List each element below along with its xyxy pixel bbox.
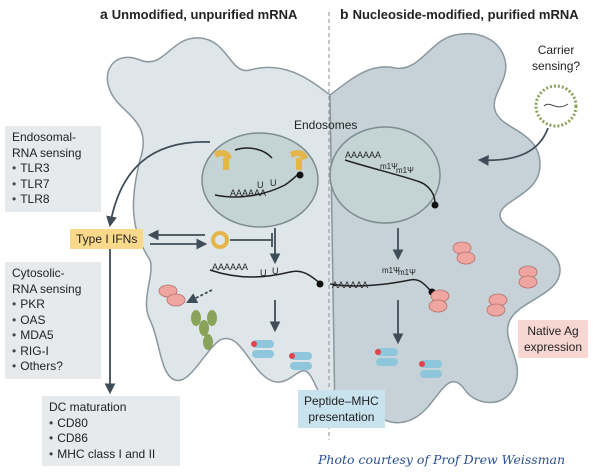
cytosolic-item-rig-i: RIG-I xyxy=(12,344,94,360)
m1psi-label-2: m1Ψ xyxy=(396,166,414,175)
native-ag-line-1: Native Ag xyxy=(527,324,579,338)
cytosolic-box-title-1: Cytosolic- xyxy=(12,266,65,280)
mhc-molecule-b1 xyxy=(375,348,398,366)
mrna-cap-a xyxy=(296,171,304,179)
endosomal-item-tlr7: TLR7 xyxy=(12,177,94,193)
panel-a-title: a Unmodified, unpurified mRNA xyxy=(100,6,297,22)
mrna-cap-cytosol-a xyxy=(316,280,324,288)
m1psi-label-3: m1Ψ xyxy=(382,266,400,275)
uridine-label-2: U xyxy=(270,178,277,188)
mhc-molecule-a2 xyxy=(289,352,312,370)
mrna-strand-cytosol-a xyxy=(209,269,321,284)
uridine-label-1: U xyxy=(257,180,264,190)
cytosolic-box-title-2: RNA sensing xyxy=(12,281,82,296)
cytosolic-sensor-receptor xyxy=(211,231,229,249)
dendritic-cell-b xyxy=(329,33,561,424)
peptide-mhc-line-2: presentation xyxy=(308,410,375,424)
panel-b-title-text: Nucleoside-modified, purified mRNA xyxy=(352,7,579,22)
type-i-ifns-label: Type I IFNs xyxy=(70,229,144,249)
carrier-sensing-line-2: sensing? xyxy=(532,59,581,73)
m1psi-label-1: m1Ψ xyxy=(380,162,398,171)
endosomal-tlr-receptor-right xyxy=(290,150,308,170)
peptide-mhc-line-1: Peptide–MHC xyxy=(304,394,379,408)
native-ag-expression-label: Native Ag expression xyxy=(518,320,589,358)
cytosolic-rna-sensing-box: Cytosolic- RNA sensing PKR OAS MDA5 RIG-… xyxy=(5,262,101,379)
dc-item-cd80: CD80 xyxy=(49,416,173,432)
m1psi-label-4: m1Ψ xyxy=(398,268,416,277)
uridine-label-4: U xyxy=(272,266,279,276)
poly-a-tail-label-cytosol-b: AAAAAA xyxy=(332,280,369,290)
endosomal-tlr-receptor-left xyxy=(214,150,232,170)
endosomal-rna-sensing-box: Endosomal- RNA sensing TLR3 TLR7 TLR8 xyxy=(5,126,101,212)
mhc-molecule-b2 xyxy=(419,360,442,378)
arrow-endosome-to-ifn xyxy=(106,141,211,228)
mrna-strand-cytosol-b xyxy=(329,278,431,291)
carrier-sensing-line-1: Carrier xyxy=(537,43,575,57)
poly-a-tail-label-b: AAAAAA xyxy=(345,150,382,160)
ribosome-b3 xyxy=(428,289,450,313)
arrow-ribosome-inhibited xyxy=(186,289,213,303)
endosomal-item-tlr3: TLR3 xyxy=(12,161,94,177)
endosomal-box-title-2: RNA sensing xyxy=(12,145,82,160)
ribosome-a xyxy=(158,284,186,307)
poly-a-tail-label-cytosol-a: AAAAAA xyxy=(212,262,249,272)
arrow-carrier-to-endosome xyxy=(477,127,549,166)
endosomes-label: Endosomes xyxy=(294,118,358,132)
panel-a-title-text: Unmodified, unpurified mRNA xyxy=(111,7,298,22)
peptide-mhc-presentation-label: Peptide–MHC presentation xyxy=(298,390,385,428)
mhc-molecule-a1 xyxy=(251,340,274,358)
endosomal-item-tlr8: TLR8 xyxy=(12,192,94,208)
native-ag-line-2: expression xyxy=(524,340,583,354)
dc-item-cd86: CD86 xyxy=(49,431,173,447)
carrier-nanoparticle xyxy=(534,84,578,128)
dc-maturation-box: DC maturation CD80 CD86 MHC class I and … xyxy=(42,396,180,466)
endosome-b xyxy=(329,126,441,224)
uridine-label-3: U xyxy=(260,268,267,278)
ribosome-b4 xyxy=(486,293,508,317)
cytosolic-item-oas: OAS xyxy=(12,313,94,329)
photo-credit: Photo courtesy of Prof Drew Weissman xyxy=(318,452,566,467)
cytosolic-item-mda5: MDA5 xyxy=(12,328,94,344)
mrna-strand-endosome-b xyxy=(344,159,436,204)
ribosome-b1 xyxy=(452,241,476,265)
cytosolic-item-pkr: PKR xyxy=(12,297,94,313)
panel-a-letter: a xyxy=(100,6,108,22)
panel-b-letter: b xyxy=(340,6,349,22)
dc-item-mhc: MHC class I and II xyxy=(49,447,173,463)
carrier-sensing-label: Carrier sensing? xyxy=(532,42,580,74)
ribosome-b2 xyxy=(518,265,538,289)
panel-b-title: b Nucleoside-modified, purified mRNA xyxy=(340,6,579,22)
poly-a-tail-label-a: AAAAAA xyxy=(230,188,267,198)
pkr-sensor-green xyxy=(191,310,217,350)
endosomal-box-title-1: Endosomal- xyxy=(12,130,77,144)
mrna-cap-b xyxy=(431,201,439,209)
dc-box-title: DC maturation xyxy=(49,400,127,414)
cytosolic-item-others: Others? xyxy=(12,359,94,375)
